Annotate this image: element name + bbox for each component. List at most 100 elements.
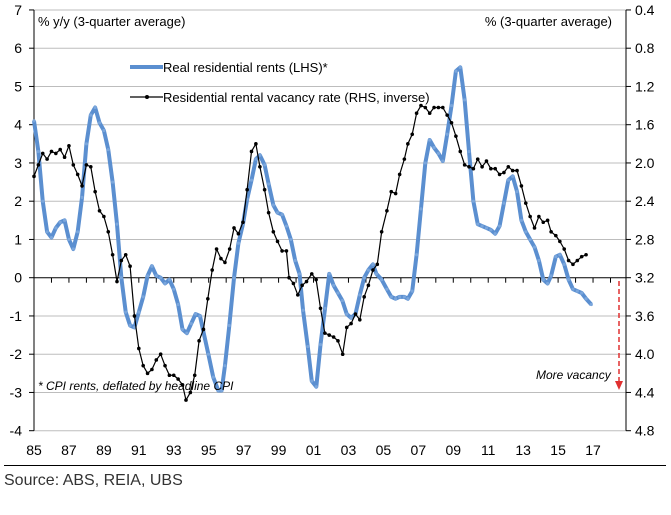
rents-point — [32, 119, 36, 123]
vacancy-point — [232, 226, 236, 230]
rents-point — [271, 203, 275, 207]
vacancy-point — [541, 220, 546, 225]
rents-point — [493, 232, 497, 236]
rents-point — [54, 226, 58, 230]
vacancy-point — [262, 187, 267, 192]
vacancy-point — [410, 132, 415, 137]
rents-point — [227, 323, 231, 328]
vacancy-point — [291, 281, 296, 286]
left-tick-label: -2 — [10, 346, 23, 362]
left-tick-label: -3 — [10, 384, 23, 400]
rents-point — [128, 323, 132, 328]
vacancy-point — [206, 296, 210, 301]
rents-point — [389, 295, 393, 299]
rents-point — [467, 149, 471, 154]
vacancy-point — [32, 174, 36, 179]
rents-point — [216, 388, 220, 393]
vacancy-point — [192, 373, 197, 378]
vacancy-point — [515, 168, 519, 173]
rents-point — [463, 98, 467, 102]
vacancy-point — [128, 264, 132, 269]
right-tick-label: 0.8 — [635, 40, 655, 56]
vacancy-point — [245, 187, 249, 192]
rents-point — [198, 314, 202, 318]
right-axis-label: % (3-quarter average) — [485, 14, 612, 29]
vacancy-point — [97, 208, 102, 213]
vacancy-point — [349, 321, 353, 326]
rents-point — [449, 103, 454, 108]
rents-point — [589, 302, 593, 307]
vacancy-point — [275, 239, 280, 244]
rents-point — [163, 281, 167, 286]
rents-point — [345, 312, 349, 316]
rents-point — [115, 222, 119, 226]
rents-point — [159, 276, 163, 280]
vacancy-point — [458, 149, 463, 154]
x-tick-label: 03 — [341, 442, 357, 458]
vacancy-point — [184, 398, 188, 402]
rents-point — [575, 289, 579, 293]
vacancy-point — [158, 352, 163, 357]
rents-point — [263, 163, 267, 167]
rents-point — [414, 253, 419, 257]
rents-point — [89, 113, 93, 117]
vacancy-point — [393, 191, 398, 196]
rents-point — [172, 287, 176, 291]
source-note: Source: ABS, REIA, UBS — [4, 472, 183, 489]
left-tick-label: 5 — [14, 78, 22, 94]
left-tick-label: -1 — [10, 308, 23, 324]
rents-point — [97, 121, 102, 125]
vacancy-point — [171, 373, 176, 378]
right-tick-label: 2.4 — [635, 193, 655, 209]
rents-point — [584, 297, 588, 301]
rents-point — [362, 276, 366, 280]
vacancy-point — [532, 226, 537, 230]
rents-point — [366, 268, 370, 272]
vacancy-point — [154, 358, 159, 362]
gridlines — [34, 9, 626, 432]
vacancy-point — [54, 151, 58, 156]
vacancy-point — [344, 325, 349, 330]
vacancy-point — [214, 247, 219, 251]
vacancy-point — [258, 164, 262, 169]
left-tick-label: 1 — [14, 231, 22, 247]
rents-point — [571, 287, 575, 291]
rents-point — [318, 343, 323, 347]
rents-point — [67, 237, 71, 242]
vacancy-point — [137, 346, 141, 351]
rents-point — [102, 128, 106, 133]
rents-point — [297, 272, 302, 276]
rents-point — [284, 224, 289, 228]
rents-point — [458, 65, 462, 69]
vacancy-point — [318, 306, 323, 311]
rents-point — [167, 278, 171, 282]
rents-point — [111, 180, 115, 184]
rents-point — [71, 247, 75, 251]
rents-point — [358, 293, 362, 297]
rents-point — [280, 212, 284, 217]
vacancy-point — [323, 331, 327, 335]
rents-point — [436, 151, 441, 155]
vacancy-point — [45, 157, 49, 161]
vacancy-point — [62, 155, 67, 160]
x-tick-label: 89 — [96, 442, 112, 458]
axes: 7 0.4 6 0.8 5 1.2 4 1.6 3 2.0 2 2.4 1 2.8 0 3.2 -1 3.6 -2 4… — [10, 2, 655, 458]
vacancy-point — [304, 279, 309, 284]
x-tick-label: 97 — [236, 442, 252, 458]
vacancy-point — [537, 214, 541, 219]
rents-point — [406, 297, 410, 301]
vacancy-point — [331, 335, 336, 339]
vacancy-point — [327, 333, 332, 337]
x-tick-label: 01 — [306, 442, 322, 458]
left-tick-label: 3 — [14, 155, 22, 171]
vacancy-point — [575, 258, 580, 263]
right-tick-label: 1.2 — [635, 78, 655, 94]
vacancy-point — [295, 293, 300, 297]
vacancy-point — [389, 189, 394, 194]
left-tick-label: -4 — [10, 423, 23, 439]
rents-point — [80, 195, 84, 199]
vacancy-point — [132, 314, 137, 318]
vacancy-point — [528, 214, 532, 219]
rents-point — [528, 237, 532, 242]
